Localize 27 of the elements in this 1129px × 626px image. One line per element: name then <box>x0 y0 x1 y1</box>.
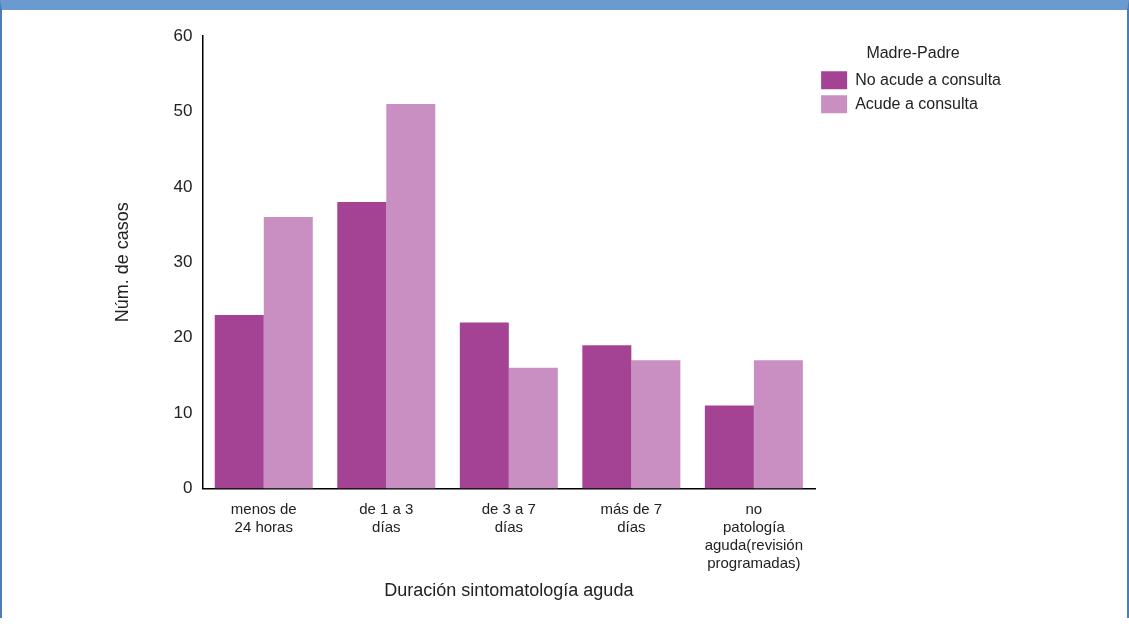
legend-label: No acude a consulta <box>855 70 1002 88</box>
y-tick-label: 10 <box>173 402 193 422</box>
y-tick-label: 0 <box>183 478 193 498</box>
bar <box>704 405 754 489</box>
x-tick-label: de 3 a 7 días <box>481 499 536 535</box>
bar <box>582 345 632 489</box>
x-tick-label: no patología aguda(revisión programadas) <box>704 499 804 571</box>
bar <box>263 217 313 489</box>
y-tick-label: 50 <box>173 101 193 121</box>
bar <box>337 202 387 489</box>
legend-label: Acude a consulta <box>855 94 978 112</box>
y-tick-label: 60 <box>173 25 193 45</box>
y-axis-title: Núm. de casos <box>111 202 132 323</box>
legend-title: Madre-Padre <box>866 44 960 62</box>
x-tick-label: de 1 a 3 días <box>359 499 414 535</box>
bar <box>631 360 681 489</box>
bar <box>386 104 436 489</box>
bar <box>459 322 509 489</box>
x-tick-label: menos de 24 horas <box>230 499 297 535</box>
bar <box>214 315 264 489</box>
x-tick-label: más de 7 días <box>600 499 663 535</box>
y-tick-label: 20 <box>173 327 193 347</box>
bar <box>508 367 558 489</box>
y-tick-label: 40 <box>173 176 193 196</box>
y-tick-label: 30 <box>173 251 193 271</box>
bar <box>753 360 803 489</box>
x-axis-title: Duración sintomatología aguda <box>384 580 635 601</box>
